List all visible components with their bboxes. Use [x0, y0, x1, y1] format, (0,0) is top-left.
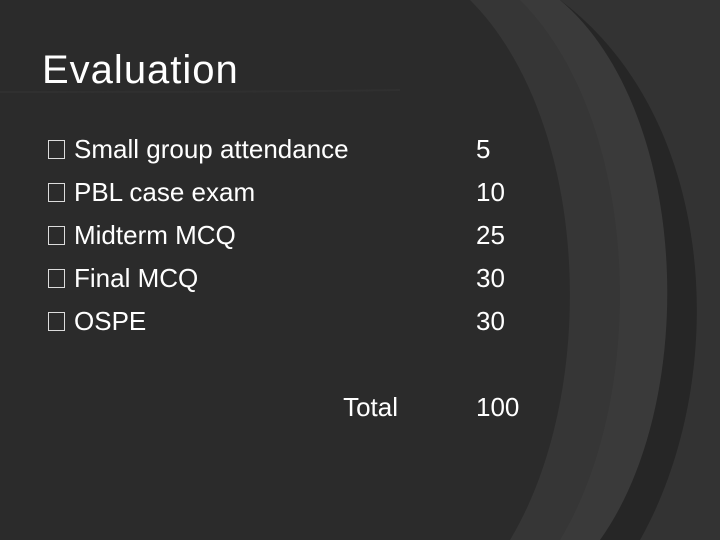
square-bullet-icon — [48, 140, 65, 159]
item-value: 30 — [476, 306, 505, 336]
list-item: Small group attendance — [48, 128, 408, 171]
slide-title: Evaluation — [42, 48, 239, 92]
background-arc — [560, 0, 720, 540]
item-label: Small group attendance — [74, 134, 349, 164]
header-accent-line — [0, 89, 401, 93]
list-item: Final MCQ — [48, 257, 408, 300]
square-bullet-icon — [48, 269, 65, 288]
list-item: Midterm MCQ — [48, 214, 408, 257]
evaluation-list: Small group attendance PBL case exam Mid… — [48, 128, 408, 343]
evaluation-values: 5 10 25 30 30 — [476, 128, 596, 343]
item-label: Final MCQ — [74, 263, 199, 293]
total-label: Total — [343, 392, 398, 422]
item-label: PBL case exam — [74, 177, 256, 207]
item-label: OSPE — [74, 306, 147, 336]
total-value: 100 — [476, 392, 520, 422]
item-value: 10 — [476, 177, 505, 207]
item-value: 30 — [476, 263, 505, 293]
list-item: OSPE — [48, 300, 408, 343]
square-bullet-icon — [48, 183, 65, 202]
item-value: 5 — [476, 134, 491, 164]
background-arc — [0, 0, 570, 540]
list-item: PBL case exam — [48, 171, 408, 214]
item-label: Midterm MCQ — [74, 220, 236, 250]
square-bullet-icon — [48, 226, 65, 245]
square-bullet-icon — [48, 312, 65, 331]
item-value: 25 — [476, 220, 505, 250]
